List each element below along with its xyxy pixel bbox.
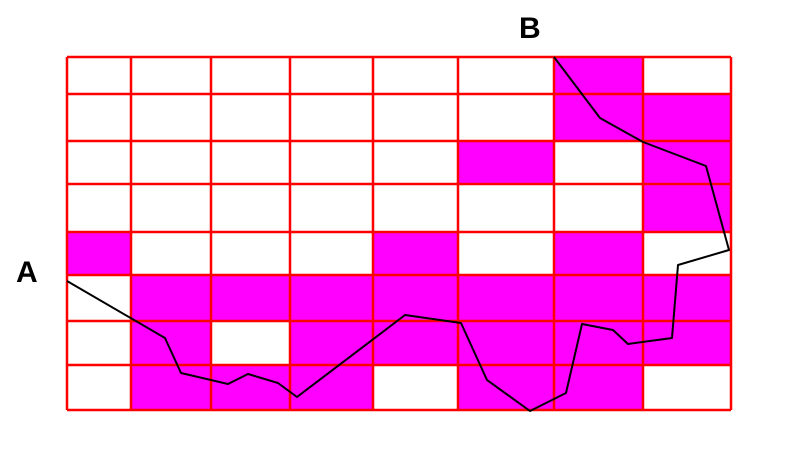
shaded-cell [373, 232, 458, 275]
point-a-label: A [16, 256, 38, 289]
shaded-cell [643, 94, 731, 141]
shaded-cell [131, 365, 211, 410]
shaded-cell [290, 321, 373, 365]
shaded-cell [373, 275, 458, 321]
shaded-cell [643, 275, 731, 321]
grid-lines [65, 55, 733, 412]
shaded-cell [554, 275, 643, 321]
shaded-cell [131, 321, 211, 365]
shaded-cell [131, 275, 211, 321]
shaded-cell [458, 321, 554, 365]
shaded-cell [211, 365, 290, 410]
shaded-cell [643, 184, 731, 232]
shaded-cell [458, 365, 554, 410]
shaded-cell [643, 321, 731, 365]
shaded-cell [373, 321, 458, 365]
point-b-label: B [519, 12, 541, 45]
shaded-cell [554, 232, 643, 275]
shaded-cell [554, 365, 643, 410]
shaded-cell [290, 365, 373, 410]
shaded-cell [458, 275, 554, 321]
shaded-cell [458, 141, 554, 184]
shaded-cell [67, 232, 131, 275]
shaded-cells [67, 57, 731, 410]
shaded-cell [290, 275, 373, 321]
route-path [66, 56, 730, 412]
shaded-cell [211, 275, 290, 321]
